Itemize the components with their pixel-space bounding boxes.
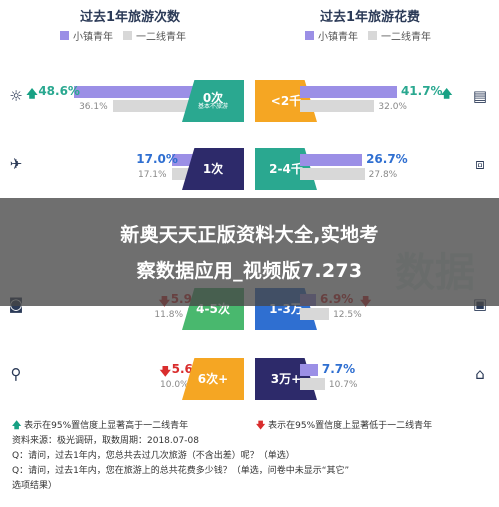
- legend-swatch-city: [123, 31, 132, 40]
- value-label-city: 11.8%: [154, 310, 183, 320]
- up-arrow-icon: 🡅: [26, 87, 38, 100]
- footnote-down: 🡇 表示在95%置信度上显著低于一二线青年: [256, 418, 432, 434]
- footnote-q2-cont: 选项结果）: [12, 481, 58, 491]
- bar-city: [300, 100, 375, 112]
- up-arrow-icon: 🡅: [12, 421, 22, 431]
- value-label-city: 32.0%: [378, 102, 407, 112]
- category-text: <2千: [270, 93, 302, 108]
- category-subtitle: 基本不旅游: [197, 103, 228, 111]
- value-label-city: 10.0%: [160, 380, 189, 390]
- value-label-town: 17.0%: [136, 152, 178, 166]
- category-text: 3万+: [270, 371, 302, 386]
- left-chart-title: 过去1年旅游次数: [79, 10, 181, 25]
- value-label-town: 48.6%: [38, 84, 80, 98]
- right-legend: 小镇青年 一二线青年: [305, 28, 431, 43]
- legend-swatch-town: [60, 31, 69, 40]
- legend-label-town: 小镇青年: [73, 32, 113, 43]
- category-text: 2-4千: [269, 161, 303, 176]
- banner-line-1: 新奥天天正版资料大全,实地考: [120, 224, 379, 246]
- bar-city: [300, 168, 365, 180]
- bar-city: [300, 308, 330, 320]
- legend-label-town: 小镇青年: [318, 32, 358, 43]
- footnote-q1: Q：请问，过去1年内，您总共去过几次旅游（不含出差）呢？（单选）: [12, 451, 295, 461]
- temple-icon: ⌂: [475, 365, 485, 383]
- bar-town: [300, 86, 397, 98]
- wallet-icon: ▤: [472, 87, 488, 105]
- value-label-city: 17.1%: [137, 170, 167, 180]
- value-label-town: 41.7%: [400, 84, 443, 98]
- value-label-town: 7.7%: [321, 362, 356, 376]
- down-arrow-icon: 🡇: [159, 365, 171, 378]
- overlay-banner: 新奥天天正版资料大全,实地考 察数据应用_视频版7.273: [0, 198, 499, 306]
- value-label-city: 36.1%: [79, 102, 108, 112]
- footnote-up-text: 表示在95%置信度上显著高于一二线青年: [24, 421, 189, 431]
- legend-swatch-town: [305, 31, 314, 40]
- right-chart-title: 过去1年旅游花费: [319, 10, 421, 25]
- value-label-city: 12.5%: [333, 310, 362, 320]
- down-arrow-icon: 🡇: [256, 421, 266, 431]
- footnote-q2: Q：请问，过去1年内，您在旅游上的总共花费多少钱？（单选，问卷中未显示“其它”: [12, 466, 350, 476]
- banner-line-2: 察数据应用_视频版7.273: [136, 260, 363, 282]
- footnote-up: 🡅 表示在95%置信度上显著高于一二线青年: [12, 418, 188, 434]
- footnote-down-text: 表示在95%置信度上显著低于一二线青年: [268, 421, 433, 431]
- legend-label-city: 一二线青年: [381, 32, 431, 43]
- plane-icon: ✈: [9, 155, 23, 173]
- sun-icon: ☼: [9, 87, 23, 105]
- bar-town: [74, 86, 225, 98]
- category-text: 6次+: [197, 371, 229, 386]
- legend-label-city: 一二线青年: [136, 32, 186, 43]
- category-label: 0次 基本不旅游: [182, 80, 244, 122]
- location-pin-icon: ⚲: [10, 365, 22, 383]
- bag-icon: ⧈: [475, 155, 485, 173]
- footnote-source: 资料来源：极光调研，取数周期：2018.07-08: [12, 436, 199, 446]
- legend-swatch-city: [368, 31, 377, 40]
- bar-town: [300, 364, 318, 376]
- value-label-city: 27.8%: [368, 170, 398, 180]
- category-text: 0次: [202, 90, 224, 105]
- left-legend: 小镇青年 一二线青年: [60, 28, 186, 43]
- value-label-city: 10.7%: [328, 380, 358, 390]
- bar-town: [300, 154, 363, 166]
- bar-city: [300, 378, 325, 390]
- category-text: 1次: [202, 161, 224, 176]
- up-arrow-icon: 🡅: [440, 87, 453, 100]
- value-label-town: 26.7%: [366, 152, 408, 166]
